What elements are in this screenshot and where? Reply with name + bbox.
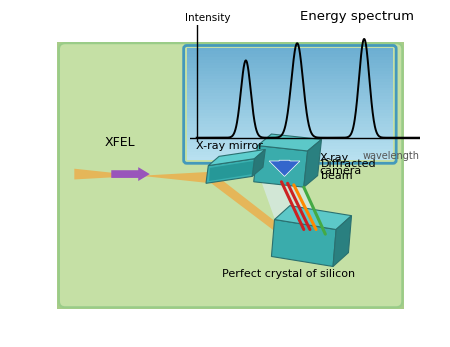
Bar xyxy=(187,93,393,96)
Bar xyxy=(187,132,393,135)
Bar xyxy=(187,73,393,76)
Text: Perfect crystal of silicon: Perfect crystal of silicon xyxy=(222,269,355,279)
Bar xyxy=(187,157,393,160)
Polygon shape xyxy=(269,160,300,176)
Bar xyxy=(187,135,393,138)
Bar xyxy=(187,137,393,141)
Bar xyxy=(187,126,393,129)
Bar xyxy=(187,151,393,155)
Bar xyxy=(187,146,393,149)
Polygon shape xyxy=(257,134,321,151)
Bar xyxy=(187,121,393,124)
Bar xyxy=(187,57,393,60)
Polygon shape xyxy=(304,139,321,187)
Bar xyxy=(187,110,393,113)
Polygon shape xyxy=(208,150,266,166)
Bar xyxy=(187,70,393,74)
Bar xyxy=(187,48,393,51)
Bar xyxy=(187,143,393,146)
Text: Diffracted
beam: Diffracted beam xyxy=(321,159,376,181)
Polygon shape xyxy=(254,146,308,187)
Bar xyxy=(187,154,393,158)
Polygon shape xyxy=(333,215,351,266)
Bar xyxy=(187,104,393,107)
Bar xyxy=(187,54,393,57)
Bar xyxy=(187,51,393,54)
Polygon shape xyxy=(274,206,351,229)
Bar xyxy=(187,84,393,88)
Bar xyxy=(187,118,393,121)
Bar xyxy=(187,101,393,104)
Bar xyxy=(187,96,393,99)
Text: Intensity: Intensity xyxy=(185,12,231,23)
Text: wavelength: wavelength xyxy=(363,151,420,161)
Bar xyxy=(187,79,393,82)
Bar xyxy=(187,82,393,85)
Polygon shape xyxy=(271,220,336,266)
Bar xyxy=(187,87,393,91)
Polygon shape xyxy=(252,150,266,176)
Bar xyxy=(187,149,393,152)
Bar xyxy=(187,112,393,116)
Bar xyxy=(187,140,393,143)
Bar xyxy=(187,68,393,71)
Bar xyxy=(187,115,393,118)
Polygon shape xyxy=(111,167,150,181)
Text: XFEL: XFEL xyxy=(105,136,136,149)
Bar xyxy=(187,65,393,68)
Polygon shape xyxy=(261,182,325,241)
Bar xyxy=(187,76,393,79)
Bar xyxy=(187,99,393,102)
Bar xyxy=(187,59,393,62)
Text: Energy spectrum: Energy spectrum xyxy=(301,10,414,23)
Bar xyxy=(187,129,393,132)
FancyBboxPatch shape xyxy=(59,43,402,307)
Bar xyxy=(187,90,393,93)
Text: X-ray mirror: X-ray mirror xyxy=(196,141,263,151)
Bar xyxy=(187,124,393,127)
FancyBboxPatch shape xyxy=(53,37,409,313)
Bar xyxy=(187,62,393,65)
Polygon shape xyxy=(74,169,281,236)
Polygon shape xyxy=(206,159,255,183)
Polygon shape xyxy=(209,161,254,181)
Bar xyxy=(187,107,393,110)
Text: X-ray
camera: X-ray camera xyxy=(319,153,361,176)
